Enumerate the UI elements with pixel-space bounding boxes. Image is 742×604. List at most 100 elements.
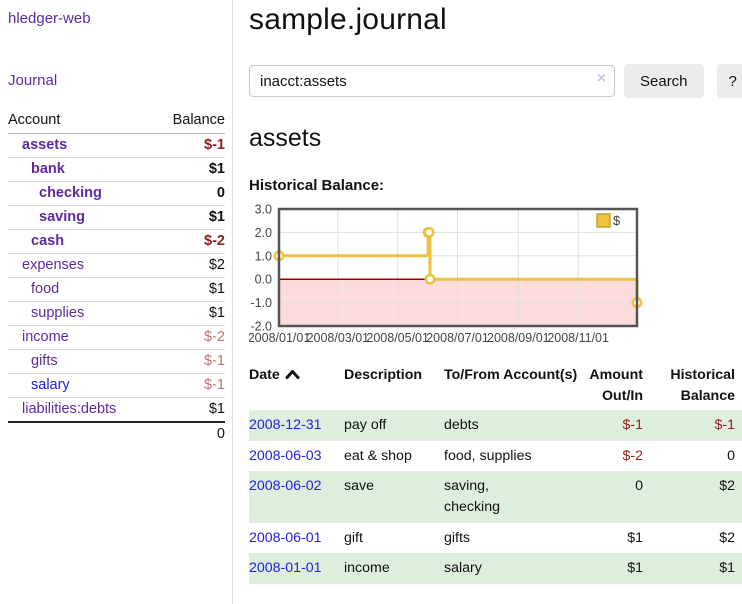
x-axis-tick-label: 2008/11/01 [547, 331, 609, 345]
accounts-table: Account Balance assets $-1 bank $1 checking 0… [8, 108, 225, 445]
x-axis-tick-label: 2008/03/01 [307, 331, 370, 345]
account-row: cash $-2 [8, 229, 225, 254]
sidebar-item-journal[interactable]: Journal [8, 72, 58, 89]
y-axis-tick-label: -2.0 [250, 320, 272, 334]
register-header-date[interactable]: Date [249, 361, 344, 410]
account-link[interactable]: income [22, 329, 69, 345]
transaction-date-link[interactable]: 2008-06-01 [249, 529, 322, 546]
accounts-total-row: 0 [8, 421, 225, 445]
transaction-description: pay off [344, 417, 387, 434]
account-balance: $1 [154, 157, 225, 182]
transaction-accounts: salary [444, 560, 482, 577]
transaction-accounts: saving, checking [444, 478, 500, 515]
transaction-row: 2008-06-03 eat & shop food, supplies $-2 0 [249, 441, 742, 472]
transaction-amount: $1 [627, 560, 643, 577]
transaction-description: income [344, 560, 390, 577]
data-point-marker[interactable] [423, 226, 435, 238]
account-balance: $-2 [154, 325, 225, 350]
account-balance: $-1 [154, 373, 225, 398]
transaction-balance: $2 [719, 529, 735, 546]
account-balance: $-2 [154, 229, 225, 254]
transaction-row: 2008-12-31 pay off debts $-1 $-1 [249, 410, 742, 441]
transaction-date-link[interactable]: 2008-01-01 [249, 560, 322, 577]
search-bar: × Search ? [249, 64, 742, 98]
page-title: sample.journal [249, 3, 447, 36]
transaction-balance: $2 [719, 478, 735, 495]
transaction-balance: $-1 [714, 417, 735, 434]
transaction-amount: 0 [635, 478, 643, 495]
main-content: sample.journal × Search ? assets Histori… [233, 0, 742, 604]
transaction-date-link[interactable]: 2008-06-02 [249, 478, 322, 495]
transaction-row: 2008-06-01 gift gifts $1 $2 [249, 523, 742, 554]
account-row: assets $-1 [8, 134, 225, 158]
account-link[interactable]: gifts [31, 353, 58, 369]
account-balance: $1 [154, 397, 225, 422]
y-axis-tick-label: 1.0 [255, 249, 272, 263]
account-link[interactable]: bank [31, 161, 65, 177]
account-link[interactable]: saving [39, 209, 85, 225]
search-button[interactable]: Search [624, 64, 704, 98]
account-row: food $1 [8, 277, 225, 302]
transaction-date-link[interactable]: 2008-12-31 [249, 417, 322, 434]
account-heading: assets [249, 124, 322, 152]
account-row: expenses $2 [8, 253, 225, 278]
transaction-amount: $-1 [622, 417, 643, 434]
help-button[interactable]: ? [716, 64, 742, 98]
transaction-balance: $1 [719, 560, 735, 577]
legend-swatch [596, 213, 611, 228]
transaction-row: 2008-06-02 save saving, checking 0 $2 [249, 471, 742, 523]
account-link[interactable]: checking [39, 185, 102, 201]
data-point-marker[interactable] [424, 273, 436, 285]
account-row: checking 0 [8, 181, 225, 206]
sidebar: hledger-web Journal Account Balance asse… [0, 0, 233, 604]
x-axis-tick-label: 2008/05/01 [366, 331, 429, 345]
transaction-accounts: debts [444, 417, 479, 434]
chart-title: Historical Balance: [249, 177, 385, 194]
transaction-amount: $1 [627, 529, 643, 546]
chart-canvas[interactable]: $3.0 2.0 1.0 0.0 -1.0 -2.02008/01/012008/03/0… [249, 201, 653, 345]
search-input[interactable] [249, 65, 615, 97]
account-row: gifts $-1 [8, 349, 225, 374]
y-axis-tick-label: 2.0 [255, 226, 272, 240]
transaction-amount: $-2 [622, 447, 643, 464]
account-balance: $2 [154, 253, 225, 278]
account-link[interactable]: expenses [22, 257, 85, 273]
transaction-date-link[interactable]: 2008-06-03 [249, 447, 322, 464]
register-header-balance: Historical Balance [670, 367, 735, 404]
app-title-link[interactable]: hledger-web [8, 10, 91, 27]
account-balance: $-1 [204, 137, 225, 153]
account-link[interactable]: cash [31, 233, 65, 249]
account-link[interactable]: food [31, 281, 60, 297]
accounts-total-value: 0 [154, 421, 225, 445]
account-link[interactable]: assets [22, 137, 68, 153]
historical-balance-chart[interactable]: $3.0 2.0 1.0 0.0 -1.0 -2.0 2008/01/01 2008/03/0… [249, 201, 742, 345]
y-axis-tick-label: 3.0 [255, 203, 272, 217]
y-axis-tick-label: -1.0 [250, 296, 272, 310]
accounts-header-account: Account [8, 108, 155, 134]
register-table: Date Description To/From Account(s) Amou… [249, 361, 742, 584]
transaction-description: gift [344, 529, 363, 546]
account-balance: $1 [154, 301, 225, 326]
account-row: supplies $1 [8, 301, 225, 326]
register-header-tofrom: To/From Account(s) [444, 367, 578, 383]
account-row: saving $1 [8, 205, 225, 230]
account-row: liabilities:debts $1 [8, 397, 225, 422]
x-axis-tick-label: 2008/01/01 [249, 331, 310, 345]
y-axis-tick-label: 0.0 [255, 273, 272, 287]
account-balance: $1 [154, 277, 225, 302]
transaction-accounts: food, supplies [444, 447, 532, 464]
register-header-description: Description [344, 367, 423, 383]
account-link[interactable]: salary [31, 377, 70, 393]
account-link[interactable]: liabilities:debts [22, 401, 117, 417]
account-link[interactable]: supplies [31, 305, 85, 321]
register-header-amount: Amount Out/In [589, 367, 643, 404]
transaction-description: save [344, 478, 374, 495]
account-row: salary $-1 [8, 373, 225, 398]
sort-asc-icon [285, 370, 300, 379]
transaction-description: eat & shop [344, 447, 412, 464]
account-row: bank $1 [8, 157, 225, 182]
transaction-balance: 0 [727, 447, 735, 464]
clear-search-icon[interactable]: × [596, 70, 606, 87]
accounts-header-balance: Balance [154, 108, 225, 134]
